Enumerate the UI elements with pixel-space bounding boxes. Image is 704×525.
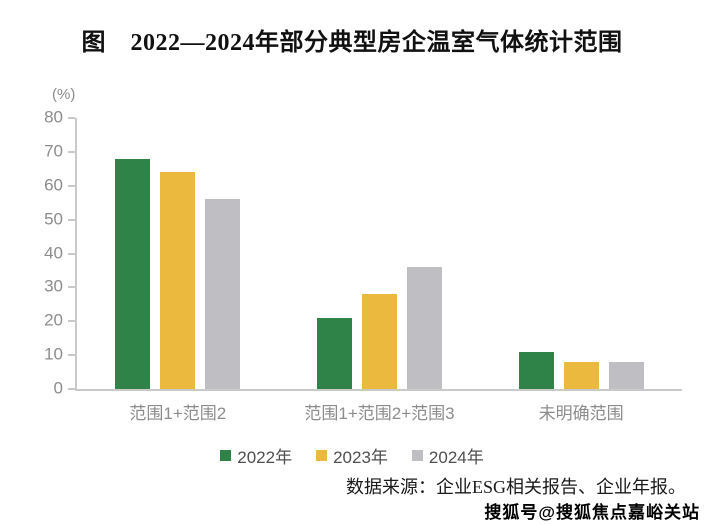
y-axis-tick: [68, 320, 75, 323]
bar-series2-group1: [160, 172, 196, 389]
bar-series2-group2: [362, 294, 397, 389]
plot-area: 0 10 20 30 40 50 60 70 80 范围1+范围2 范围1+范围2+范围3 未明确范围: [44, 108, 682, 423]
bar-series3-group3: [608, 361, 644, 389]
data-source-note: 数据来源：企业ESG相关报告、企业年报。: [345, 477, 686, 497]
bar-series3-group1: [205, 199, 241, 389]
legend: 2022年 2023年 2024年: [0, 443, 704, 468]
legend-item-2: 2023年: [316, 443, 388, 468]
y-axis-tick-label: 60: [44, 175, 63, 195]
y-axis-tick-label: 40: [44, 243, 63, 263]
y-axis-tick-label: 50: [44, 209, 63, 229]
x-axis-category-label: 范围1+范围2: [129, 404, 227, 423]
y-axis-tick-label: 30: [44, 276, 63, 296]
legend-label: 2022年: [237, 448, 293, 467]
bar-series1-group3: [518, 351, 554, 389]
y-axis-tick: [68, 354, 75, 357]
y-axis-tick: [68, 117, 75, 119]
y-axis-tick: [68, 286, 75, 289]
legend-item-3: 2024年: [411, 443, 484, 468]
y-axis-tick: [68, 388, 75, 390]
bar-series1-group1: [115, 158, 151, 389]
y-axis-unit-label: (%): [52, 86, 76, 103]
watermark: 搜狐号@搜狐焦点嘉峪关站: [484, 503, 700, 522]
legend-label: 2023年: [333, 448, 388, 467]
chart-title: 图 2022—2024年部分典型房企温室气体统计范围: [81, 30, 623, 56]
legend-swatch-icon: [220, 450, 232, 461]
x-axis-category-label: 未明确范围: [538, 404, 624, 423]
legend-swatch-icon: [316, 450, 328, 461]
bar-series2-group3: [563, 361, 599, 389]
bar-series3-group2: [407, 267, 442, 389]
y-axis-tick-label: 0: [53, 378, 63, 398]
legend-swatch-icon: [411, 450, 423, 461]
x-axis-category-label: 范围1+范围2+范围3: [304, 404, 455, 423]
legend-label: 2024年: [428, 448, 484, 467]
y-axis-tick: [68, 218, 75, 221]
y-axis-tick-label: 10: [44, 344, 63, 364]
y-axis-tick: [68, 184, 75, 187]
legend-item-1: 2022年: [220, 443, 292, 468]
y-axis-tick: [68, 252, 75, 255]
bar-series1-group2: [317, 317, 352, 389]
y-axis-tick: [68, 150, 75, 153]
y-axis-tick-label: 20: [44, 310, 63, 330]
y-axis-tick-label: 70: [44, 141, 63, 161]
y-axis-tick-label: 80: [44, 107, 63, 127]
